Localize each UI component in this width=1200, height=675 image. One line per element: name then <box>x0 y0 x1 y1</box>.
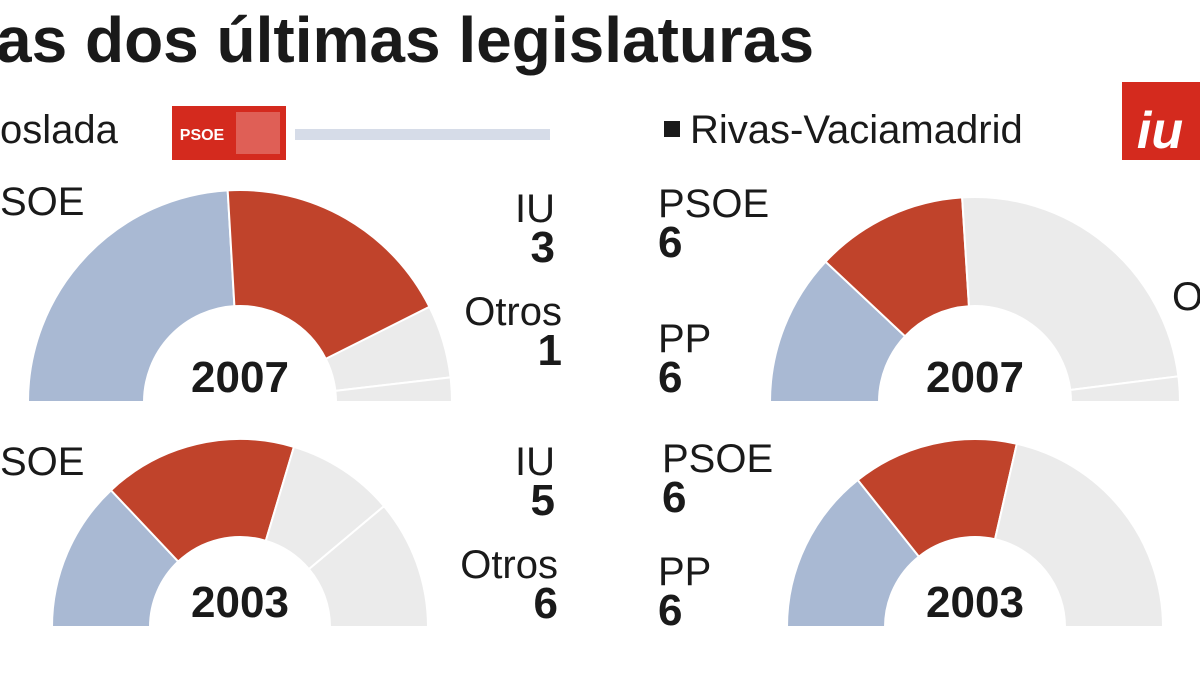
seat-count: 3 <box>531 223 555 272</box>
seat-segment <box>109 438 296 563</box>
seat-count: 5 <box>531 476 555 525</box>
logo-icon <box>236 112 280 154</box>
seat-count: 6 <box>658 218 682 267</box>
party-label: IU <box>515 440 555 484</box>
seat-segment <box>961 196 1180 392</box>
seat-count: 1 <box>538 326 562 375</box>
seat-count: 6 <box>662 473 686 522</box>
party-label: O <box>1172 275 1200 319</box>
year-label: 2007 <box>926 353 1024 402</box>
seat-count: 6 <box>534 579 558 628</box>
city-name: oslada <box>0 108 119 152</box>
logo <box>172 106 286 160</box>
party-label: Otros <box>464 290 562 334</box>
party-label: PP <box>658 550 711 594</box>
logo-text: PSOE <box>180 127 225 144</box>
seat-count: 6 <box>658 353 682 402</box>
party-label: PP <box>658 317 711 361</box>
seat-segment <box>307 504 430 628</box>
party-label: Otros <box>460 543 558 587</box>
seat-count: 6 <box>658 586 682 635</box>
party-label: PSOE <box>662 437 773 481</box>
title: as dos últimas legislaturas <box>0 4 814 76</box>
year-label: 2003 <box>191 578 289 627</box>
logo-text: iu <box>1137 102 1183 160</box>
bullet <box>664 121 680 137</box>
party-label: PSOE <box>658 182 769 226</box>
year-label: 2007 <box>191 353 289 402</box>
divider <box>295 129 550 140</box>
seat-segment <box>26 189 236 403</box>
seat-segment <box>993 442 1165 628</box>
party-label: SOE <box>0 440 84 484</box>
party-label: SOE <box>0 180 84 224</box>
seat-segment <box>1069 375 1182 403</box>
party-label: IU <box>515 187 555 231</box>
seat-segment <box>226 189 431 361</box>
seat-segment <box>334 376 454 403</box>
year-label: 2003 <box>926 578 1024 627</box>
logo <box>1122 82 1200 160</box>
city-name: Rivas-Vaciamadrid <box>690 108 1023 152</box>
